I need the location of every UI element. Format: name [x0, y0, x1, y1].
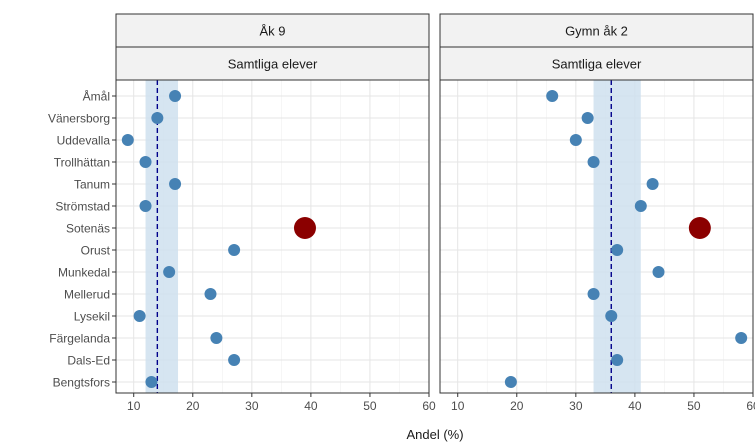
- data-point: [228, 354, 241, 366]
- panel-title-strip: [439, 13, 754, 48]
- data-point: [646, 178, 659, 190]
- data-point: [145, 376, 158, 388]
- data-point: [546, 90, 559, 102]
- panel-border: [115, 79, 430, 394]
- category-label: Vänersborg: [48, 112, 110, 126]
- data-point: [504, 376, 517, 388]
- data-point: [581, 112, 594, 124]
- highlight-point: [293, 217, 316, 239]
- category-label: Åmål: [83, 89, 110, 104]
- category-label: Strömstad: [55, 200, 110, 214]
- x-tick-label: 10: [127, 399, 141, 413]
- data-point: [151, 112, 164, 124]
- category-labels: Åmål Vänersborg Uddevalla Trollhättan Tanum S…: [48, 89, 116, 390]
- category-label: Bengtsfors: [53, 376, 110, 390]
- category-label: Färgelanda: [49, 332, 110, 346]
- panel-title: Åk 9: [259, 24, 285, 39]
- category-label: Sotenäs: [66, 222, 110, 236]
- data-point: [587, 156, 600, 168]
- data-point: [169, 178, 182, 190]
- category-label: Trollhättan: [54, 156, 110, 170]
- x-tick-label: 10: [451, 399, 465, 413]
- x-tick-label: 20: [186, 399, 200, 413]
- category-label: Mellerud: [64, 288, 110, 302]
- reference-band: [145, 80, 179, 393]
- panel-title-strip: [115, 13, 430, 48]
- data-point: [228, 244, 241, 256]
- data-point: [611, 244, 624, 256]
- data-point: [735, 332, 748, 344]
- data-point: [163, 266, 176, 278]
- data-point: [121, 134, 134, 146]
- panel-subtitle: Samtliga elever: [552, 57, 642, 72]
- highlight-point: [688, 217, 711, 239]
- panel-subtitle: Samtliga elever: [228, 57, 318, 72]
- category-label: Orust: [81, 244, 111, 258]
- panel-title: Gymn åk 2: [565, 24, 628, 39]
- x-tick-label: 60: [422, 399, 436, 413]
- x-tick-label: 30: [245, 399, 259, 413]
- panel-subtitle-strip: [115, 46, 430, 81]
- data-point: [210, 332, 223, 344]
- category-label: Uddevalla: [57, 134, 111, 148]
- data-point: [169, 90, 182, 102]
- panel-border: [439, 79, 754, 394]
- data-point: [139, 156, 152, 168]
- data-point: [569, 134, 582, 146]
- category-label: Tanum: [74, 178, 110, 192]
- x-tick-label: 60: [746, 399, 755, 413]
- data-point: [634, 200, 647, 212]
- x-tick-label: 20: [510, 399, 524, 413]
- x-tick-label: 40: [304, 399, 318, 413]
- panel-subtitle-strip: [439, 46, 754, 81]
- reference-band: [593, 80, 641, 393]
- data-point: [605, 310, 618, 322]
- panel-1: Åk 9 Samtliga elever 10 20 30 40 50 60: [115, 13, 436, 413]
- category-label: Dals-Ed: [67, 354, 110, 368]
- category-label: Lysekil: [74, 310, 110, 324]
- data-point: [204, 288, 217, 300]
- x-tick-label: 30: [569, 399, 583, 413]
- panel-2: Gymn åk 2 Samtliga elever 10 20 30 40 50 60: [439, 13, 755, 413]
- data-point: [139, 200, 152, 212]
- x-tick-label: 50: [363, 399, 377, 413]
- data-point: [652, 266, 665, 278]
- data-point: [133, 310, 146, 322]
- x-tick-label: 50: [687, 399, 701, 413]
- data-point: [587, 288, 600, 300]
- x-tick-label: 40: [628, 399, 642, 413]
- category-label: Munkedal: [58, 266, 110, 280]
- x-axis-title: Andel (%): [406, 427, 463, 442]
- data-point: [611, 354, 624, 366]
